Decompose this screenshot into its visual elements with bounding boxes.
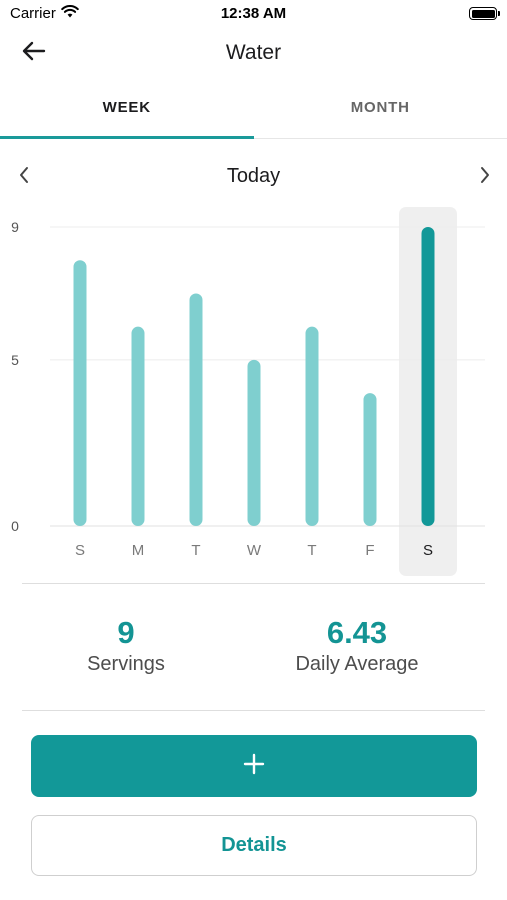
tab-month[interactable]: MONTH: [350, 99, 410, 116]
chart-bar: [189, 293, 203, 526]
plus-icon: [243, 753, 265, 780]
x-tick-label: S: [423, 542, 433, 559]
page-title: Water: [225, 41, 282, 64]
period-tabs: WEEK MONTH: [0, 88, 507, 139]
servings-value: 9: [117, 615, 135, 650]
daily-average-stat: 6.43 Daily Average: [257, 615, 457, 676]
y-tick-label: 0: [11, 518, 19, 534]
add-serving-button[interactable]: [31, 735, 477, 797]
x-tick-label: F: [365, 542, 374, 559]
status-time: 12:38 AM: [220, 5, 287, 22]
wifi-icon: [61, 5, 79, 22]
details-button[interactable]: Details: [31, 815, 477, 876]
water-weekly-chart: 0 5 9 S M T W T F S: [0, 200, 507, 585]
chart-bar: [421, 227, 435, 526]
divider: [22, 583, 485, 584]
battery-icon: [469, 7, 500, 20]
date-label: Today: [226, 165, 281, 187]
carrier-label: Carrier: [10, 5, 56, 22]
chart-bar: [363, 393, 377, 526]
previous-period-button[interactable]: [10, 163, 38, 191]
status-bar: Carrier 12:38 AM: [0, 0, 507, 28]
x-tick-label: S: [75, 542, 85, 559]
chart-canvas: 0 5 9 S M T W T F S: [11, 207, 485, 576]
divider: [22, 710, 485, 711]
tab-week[interactable]: WEEK: [0, 88, 254, 139]
nav-bar: Water: [0, 28, 507, 78]
x-tick-label: M: [132, 542, 145, 559]
back-button[interactable]: [18, 38, 50, 68]
carrier-info: Carrier: [10, 5, 79, 22]
daily-average-value: 6.43: [326, 615, 388, 650]
arrow-left-icon: [22, 41, 46, 66]
chevron-left-icon: [18, 166, 30, 189]
chart-bar: [247, 359, 261, 526]
date-navigator: Today: [0, 155, 507, 199]
x-tick-label: T: [191, 542, 200, 559]
chart-bar: [73, 260, 87, 526]
daily-average-label: Daily Average: [295, 653, 419, 675]
x-tick-label: T: [307, 542, 316, 559]
servings-label: Servings: [87, 653, 165, 675]
chart-bar: [131, 326, 145, 526]
chevron-right-icon: [479, 166, 491, 189]
x-tick-label: W: [247, 542, 262, 559]
servings-stat: 9 Servings: [26, 615, 226, 676]
next-period-button[interactable]: [471, 163, 499, 191]
stats-summary: 9 Servings 6.43 Daily Average: [0, 605, 507, 695]
details-label: Details: [221, 834, 287, 856]
y-tick-label: 9: [11, 219, 19, 235]
y-tick-label: 5: [11, 352, 19, 368]
chart-bar: [305, 326, 319, 526]
